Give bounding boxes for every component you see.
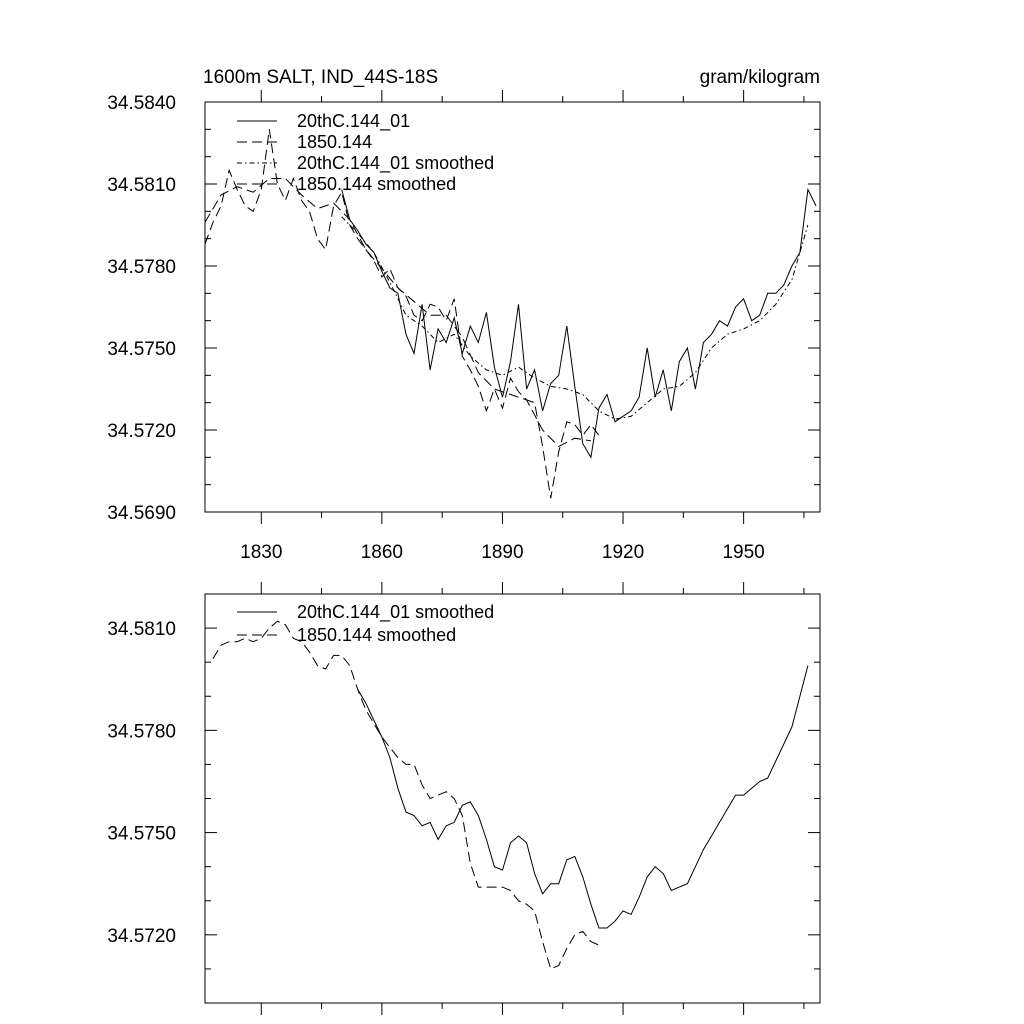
bottom-panel: 34.5720 34.5750 34.5780 34.5810 20thC.144_0… <box>107 582 821 1015</box>
chart-title: 1600m SALT, IND_44S-18S <box>203 67 438 88</box>
y-tick-label: 34.5720 <box>107 926 176 947</box>
x-tick-label: 1950 <box>722 542 764 563</box>
series-line-0-3 <box>204 178 591 448</box>
y-tick-label: 34.5810 <box>107 619 176 640</box>
y-tick-label: 34.5690 <box>107 503 176 524</box>
y-tick-label: 34.5780 <box>107 257 176 278</box>
x-tick-label: 1830 <box>240 542 282 563</box>
top-panel: 1600m SALT, IND_44S-18S gram/kilogram 18… <box>107 67 821 563</box>
y-tick-label: 34.5720 <box>107 421 176 442</box>
legend-label: 20thC.144_01 smoothed <box>297 602 494 623</box>
series-line-0-1 <box>204 129 600 499</box>
y-tick-label: 34.5750 <box>107 824 176 845</box>
y-tick-label: 34.5840 <box>107 93 176 114</box>
units-label: gram/kilogram <box>700 67 820 88</box>
x-tick-label: 1890 <box>481 542 523 563</box>
plot-frame <box>204 101 821 513</box>
legend-label: 20thC.144_01 smoothed <box>297 153 494 174</box>
legend-label: 1850.144 <box>297 132 372 152</box>
series-line-0-0 <box>341 187 817 459</box>
legend-label: 1850.144 smoothed <box>297 625 456 645</box>
x-tick-label: 1860 <box>361 542 403 563</box>
x-tick-label: 1920 <box>602 542 644 563</box>
plot-frame <box>204 593 821 1004</box>
series-line-1-0 <box>357 665 809 929</box>
legend-label: 1850.144 smoothed <box>297 174 456 194</box>
y-tick-label: 34.5750 <box>107 339 176 360</box>
series-line-1-1 <box>212 620 600 970</box>
legend-label: 20thC.144_01 <box>297 111 410 132</box>
y-tick-label: 34.5780 <box>107 721 176 742</box>
y-tick-label: 34.5810 <box>107 175 176 196</box>
